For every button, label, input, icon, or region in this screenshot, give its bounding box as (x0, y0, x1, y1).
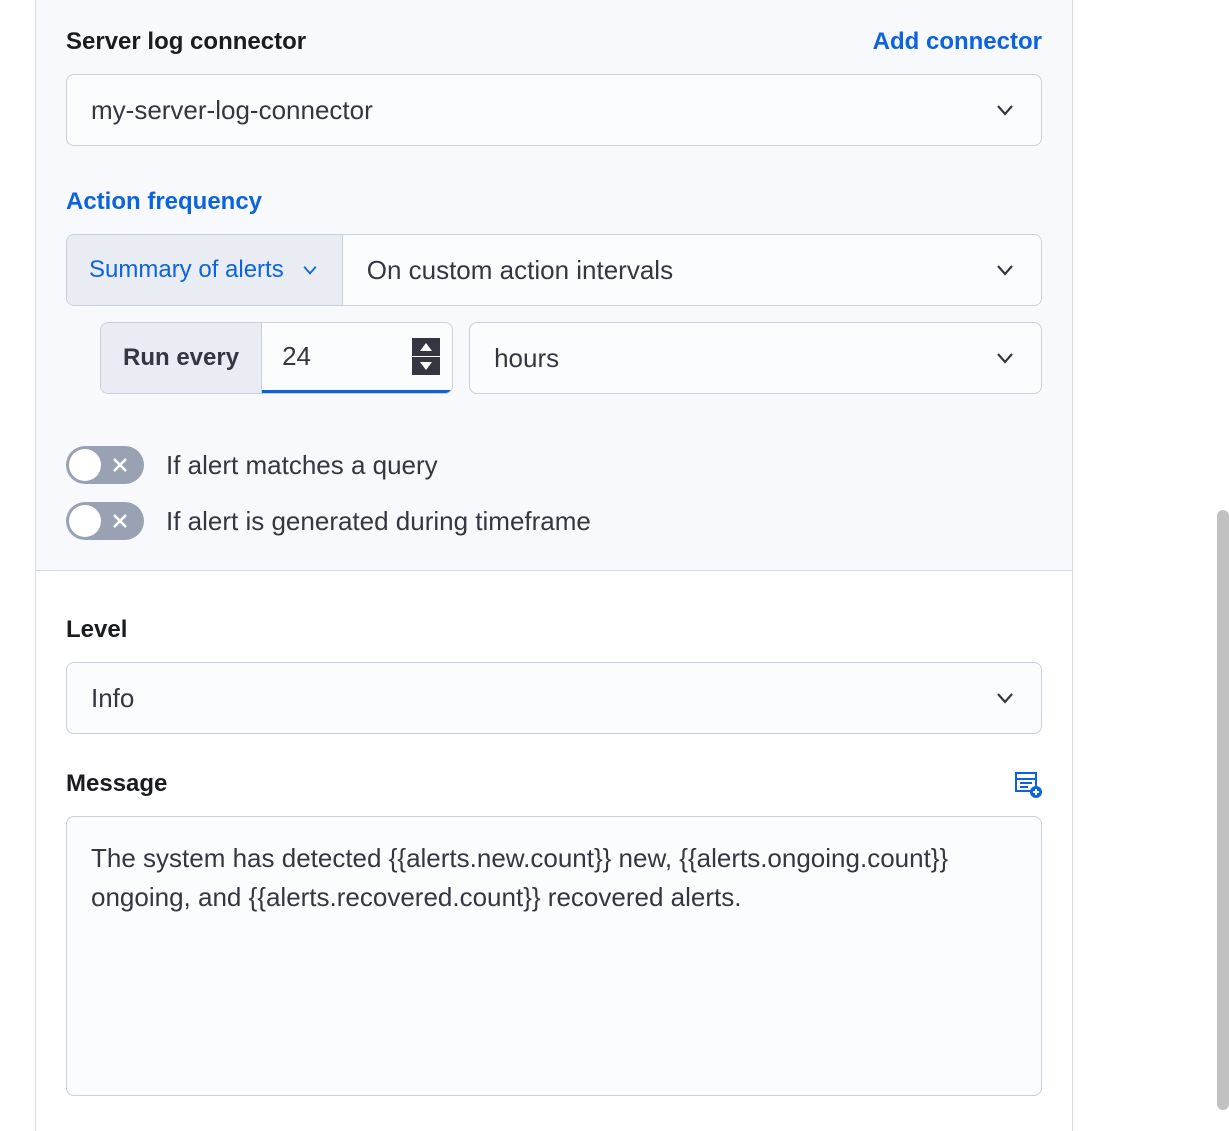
message-textarea[interactable] (66, 816, 1042, 1096)
toggle-timeframe-label: If alert is generated during timeframe (166, 506, 591, 537)
connector-selected-value: my-server-log-connector (91, 95, 373, 126)
toggle-row-timeframe: If alert is generated during timeframe (66, 502, 1042, 540)
message-header-row: Message (66, 770, 1042, 798)
number-spinner (412, 338, 440, 375)
chevron-down-icon (300, 260, 320, 280)
spinner-up-button[interactable] (412, 338, 440, 356)
connector-label: Server log connector (66, 28, 306, 56)
connector-select[interactable]: my-server-log-connector (66, 74, 1042, 146)
interval-option-value: On custom action intervals (367, 255, 673, 286)
summary-of-alerts-dropdown[interactable]: Summary of alerts (67, 235, 343, 305)
toggle-timeframe[interactable] (66, 502, 144, 540)
add-connector-link[interactable]: Add connector (873, 28, 1042, 56)
level-label: Level (66, 616, 1042, 644)
run-every-label: Run every (101, 323, 262, 393)
toggle-query-label: If alert matches a query (166, 450, 438, 481)
chevron-down-icon (993, 686, 1017, 710)
run-every-unit-value: hours (494, 343, 559, 374)
interval-option-select[interactable]: On custom action intervals (343, 235, 1041, 305)
connector-frequency-section: Server log connector Add connector my-se… (36, 0, 1072, 571)
level-selected-value: Info (91, 683, 134, 714)
run-every-group: Run every (100, 322, 453, 394)
chevron-down-icon (993, 258, 1017, 282)
toggle-query-match[interactable] (66, 446, 144, 484)
add-variable-icon[interactable] (1014, 770, 1042, 798)
level-select[interactable]: Info (66, 662, 1042, 734)
toggle-thumb (69, 449, 101, 481)
action-frequency-label: Action frequency (66, 188, 1042, 216)
run-every-row: Run every hours (66, 322, 1042, 394)
connector-header-row: Server log connector Add connector (66, 28, 1042, 56)
toggle-row-query: If alert matches a query (66, 446, 1042, 484)
message-label: Message (66, 770, 167, 798)
run-every-unit-select[interactable]: hours (469, 322, 1042, 394)
toggle-thumb (69, 505, 101, 537)
x-icon (112, 457, 128, 473)
chevron-down-icon (993, 98, 1017, 122)
spinner-down-button[interactable] (412, 357, 440, 375)
form-panel: Server log connector Add connector my-se… (35, 0, 1073, 1131)
run-every-input[interactable] (282, 323, 412, 390)
run-every-input-wrap (262, 323, 452, 393)
chevron-down-icon (993, 346, 1017, 370)
level-message-section: Level Info Message (36, 571, 1072, 1131)
scrollbar-thumb[interactable] (1217, 510, 1229, 1110)
x-icon (112, 513, 128, 529)
frequency-row: Summary of alerts On custom action inter… (66, 234, 1042, 306)
toggles-group: If alert matches a query If alert is gen… (66, 446, 1042, 540)
summary-label: Summary of alerts (89, 256, 284, 284)
